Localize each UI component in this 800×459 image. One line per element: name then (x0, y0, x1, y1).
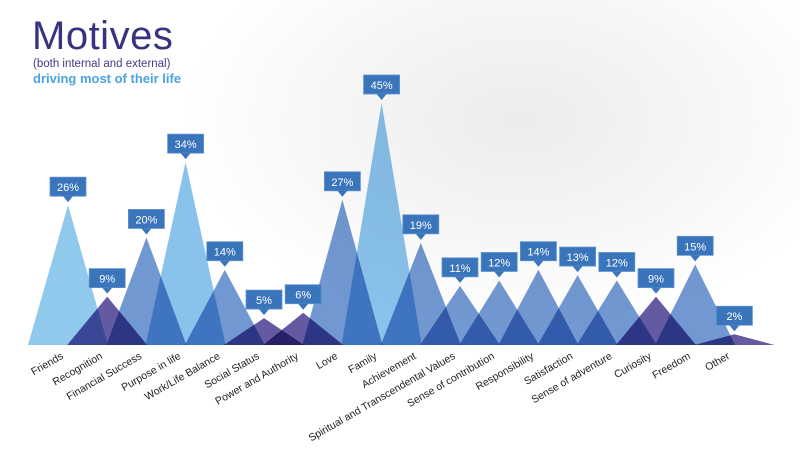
chart-subtitle: (both internal and external) (33, 58, 171, 70)
value-label-text: 14% (527, 247, 549, 259)
category-label: Freedom (650, 350, 693, 382)
value-label: 5% (245, 289, 283, 316)
value-label-text: 9% (99, 274, 115, 286)
category-label: Curiosity (612, 350, 654, 381)
peak-17 (694, 334, 775, 345)
value-label-text: 6% (295, 290, 311, 302)
value-label-text: 12% (606, 257, 628, 269)
value-label: 14% (206, 241, 244, 267)
value-label-text: 14% (214, 247, 236, 259)
value-label: 20% (127, 209, 165, 235)
value-label-text: 20% (135, 214, 157, 226)
value-label: 45% (363, 74, 401, 100)
peak-8 (341, 103, 422, 345)
value-label-text: 45% (371, 80, 393, 92)
value-label: 12% (480, 252, 518, 278)
value-label-text: 26% (57, 182, 79, 194)
category-label: Love (314, 350, 340, 372)
value-label: 11% (441, 257, 479, 283)
value-label: 6% (284, 284, 322, 310)
value-label: 26% (49, 176, 87, 203)
value-label-text: 13% (567, 252, 589, 264)
value-label-text: 19% (410, 220, 432, 232)
value-label-text: 2% (726, 311, 742, 323)
category-label: Other (703, 350, 732, 374)
value-label: 13% (559, 246, 596, 273)
chart-subtitle-highlight: driving most of their life (33, 71, 182, 86)
value-label-text: 12% (488, 257, 510, 269)
value-label-text: 15% (684, 241, 706, 253)
value-label-text: 34% (175, 139, 197, 151)
chart-title: Motives (32, 14, 174, 58)
peak-3 (145, 162, 226, 345)
value-label-text: 5% (256, 295, 272, 307)
peak-4 (184, 269, 265, 345)
value-label: 19% (402, 214, 440, 240)
value-label: 27% (323, 171, 361, 197)
value-label: 15% (676, 235, 714, 262)
value-label: 34% (167, 133, 205, 160)
value-label: 2% (716, 305, 753, 332)
value-label-text: 9% (648, 274, 664, 286)
peak-16 (655, 264, 736, 345)
peak-0 (28, 205, 108, 345)
value-label: 12% (598, 252, 636, 278)
value-label: 9% (637, 268, 675, 294)
value-label: 14% (520, 241, 557, 267)
value-label: 9% (88, 268, 126, 294)
value-label-text: 11% (449, 263, 470, 275)
value-label-text: 27% (331, 177, 353, 189)
